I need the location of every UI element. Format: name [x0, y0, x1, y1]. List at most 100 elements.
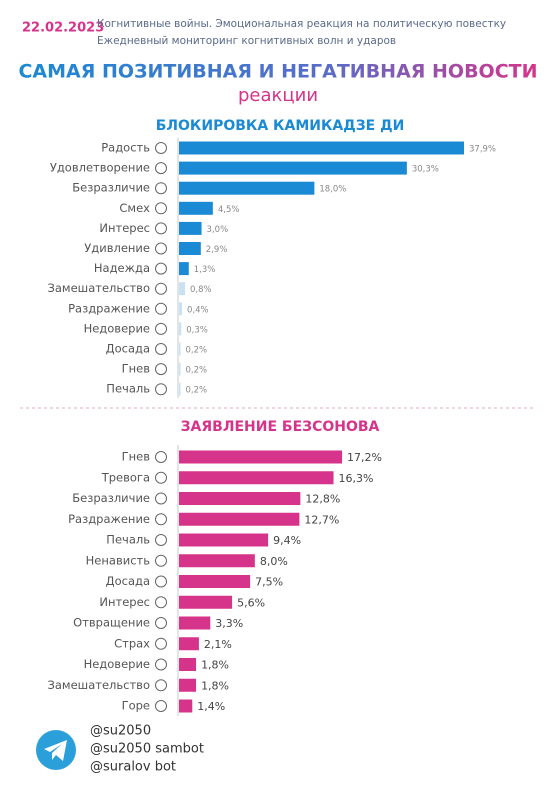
bar	[179, 471, 334, 485]
category-label: Печаль	[106, 533, 150, 547]
category-label: Досада	[106, 574, 150, 588]
category-label: Надежда	[94, 261, 150, 275]
chart-title: БЛОКИРОВКА КАМИКАДЗЕ ДИ	[156, 118, 405, 134]
telegram-plane	[44, 740, 67, 761]
bar	[179, 678, 197, 692]
emoji-icon	[155, 343, 167, 355]
bar	[179, 492, 301, 505]
category-label: Интерес	[99, 221, 150, 235]
value-label: 5,6%	[237, 596, 265, 609]
value-label: 17,2%	[347, 451, 382, 464]
bar	[179, 302, 183, 316]
category-label: Гнев	[122, 362, 151, 376]
chart-title: ЗАЯВЛЕНИЕ БЕЗСОНОВА	[181, 419, 380, 435]
bar	[179, 362, 181, 376]
emoji-icon	[155, 637, 167, 650]
emoji-icon	[155, 262, 167, 275]
category-label: Недоверие	[84, 657, 150, 671]
bar	[179, 181, 315, 195]
category-label: Удовлетворение	[50, 161, 150, 175]
emoji-icon	[155, 554, 167, 567]
value-label: 37,9%	[469, 145, 496, 155]
value-label: 4,5%	[218, 205, 240, 215]
category-label: Смех	[119, 201, 150, 215]
emoji-icon	[155, 492, 167, 505]
value-label: 0,8%	[190, 285, 212, 295]
handle: @su2050 sambot	[90, 742, 204, 757]
category-label: Замешательство	[48, 281, 150, 295]
category-label: Радость	[101, 141, 150, 155]
emoji-icon	[155, 182, 167, 195]
value-label: 7,5%	[255, 576, 283, 589]
category-label: Недоверие	[84, 321, 150, 335]
value-label: 0,2%	[186, 386, 208, 396]
value-label: 9,4%	[273, 534, 301, 547]
bar	[179, 512, 300, 526]
handle: @su2050	[90, 724, 151, 739]
emoji-icon	[155, 658, 167, 671]
handle: @suralov bot	[90, 760, 176, 775]
bar	[179, 262, 189, 276]
emoji-icon	[155, 617, 167, 629]
emoji-icon	[155, 534, 167, 546]
value-label: 12,7%	[304, 513, 339, 526]
category-label: Печаль	[106, 382, 150, 396]
bar	[179, 201, 213, 215]
value-label: 1,3%	[194, 265, 216, 275]
value-label: 0,2%	[186, 366, 208, 376]
bar	[179, 282, 186, 296]
bar	[179, 322, 182, 336]
category-label: Раздражение	[68, 512, 150, 526]
bar	[179, 161, 407, 175]
value-label: 1,4%	[197, 700, 225, 713]
emoji-icon	[155, 471, 167, 484]
emoji-icon	[155, 242, 167, 255]
emoji-icon	[155, 700, 167, 712]
category-label: Досада	[106, 342, 150, 356]
category-label: Гнев	[122, 450, 151, 464]
emoji-icon	[155, 451, 167, 463]
emoji-icon	[155, 162, 167, 175]
bar	[179, 595, 233, 609]
emoji-icon	[155, 513, 167, 526]
emoji-icon	[155, 383, 167, 396]
bar	[179, 637, 199, 651]
value-label: 18,0%	[319, 185, 346, 195]
emoji-icon	[155, 679, 167, 692]
category-label: Раздражение	[68, 301, 150, 315]
category-label: Безразличие	[72, 181, 150, 195]
bar	[179, 658, 197, 671]
value-label: 1,8%	[201, 679, 229, 692]
value-label: 3,0%	[207, 225, 229, 235]
main-subtitle: реакции	[238, 85, 318, 106]
bar	[179, 141, 465, 155]
value-label: 2,9%	[206, 245, 228, 255]
value-label: 12,8%	[305, 493, 340, 506]
category-label: Безразличие	[72, 491, 150, 505]
category-label: Удивление	[84, 241, 150, 255]
subtitle: Когнитивные войны. Эмоциональная реакция…	[97, 18, 506, 30]
date: 22.02.2023	[22, 21, 104, 36]
emoji-icon	[155, 302, 167, 315]
emoji-icon	[155, 575, 167, 588]
category-label: Отвращение	[73, 616, 150, 630]
bar	[179, 699, 193, 713]
value-label: 0,2%	[186, 346, 208, 356]
bar	[179, 554, 255, 568]
emoji-icon	[155, 142, 167, 154]
bar	[179, 221, 202, 235]
bar	[179, 342, 181, 356]
bar	[179, 575, 251, 588]
bar	[179, 533, 269, 547]
main-title: САМАЯ ПОЗИТИВНАЯ И НЕГАТИВНАЯ НОВОСТИ	[18, 61, 537, 83]
emoji-icon	[155, 596, 167, 609]
value-label: 16,3%	[339, 472, 374, 485]
emoji-icon	[155, 202, 167, 215]
category-label: Замешательство	[48, 678, 150, 692]
value-label: 2,1%	[204, 638, 232, 651]
value-label: 1,8%	[201, 659, 229, 672]
emoji-icon	[155, 222, 167, 235]
category-label: Страх	[114, 636, 150, 650]
